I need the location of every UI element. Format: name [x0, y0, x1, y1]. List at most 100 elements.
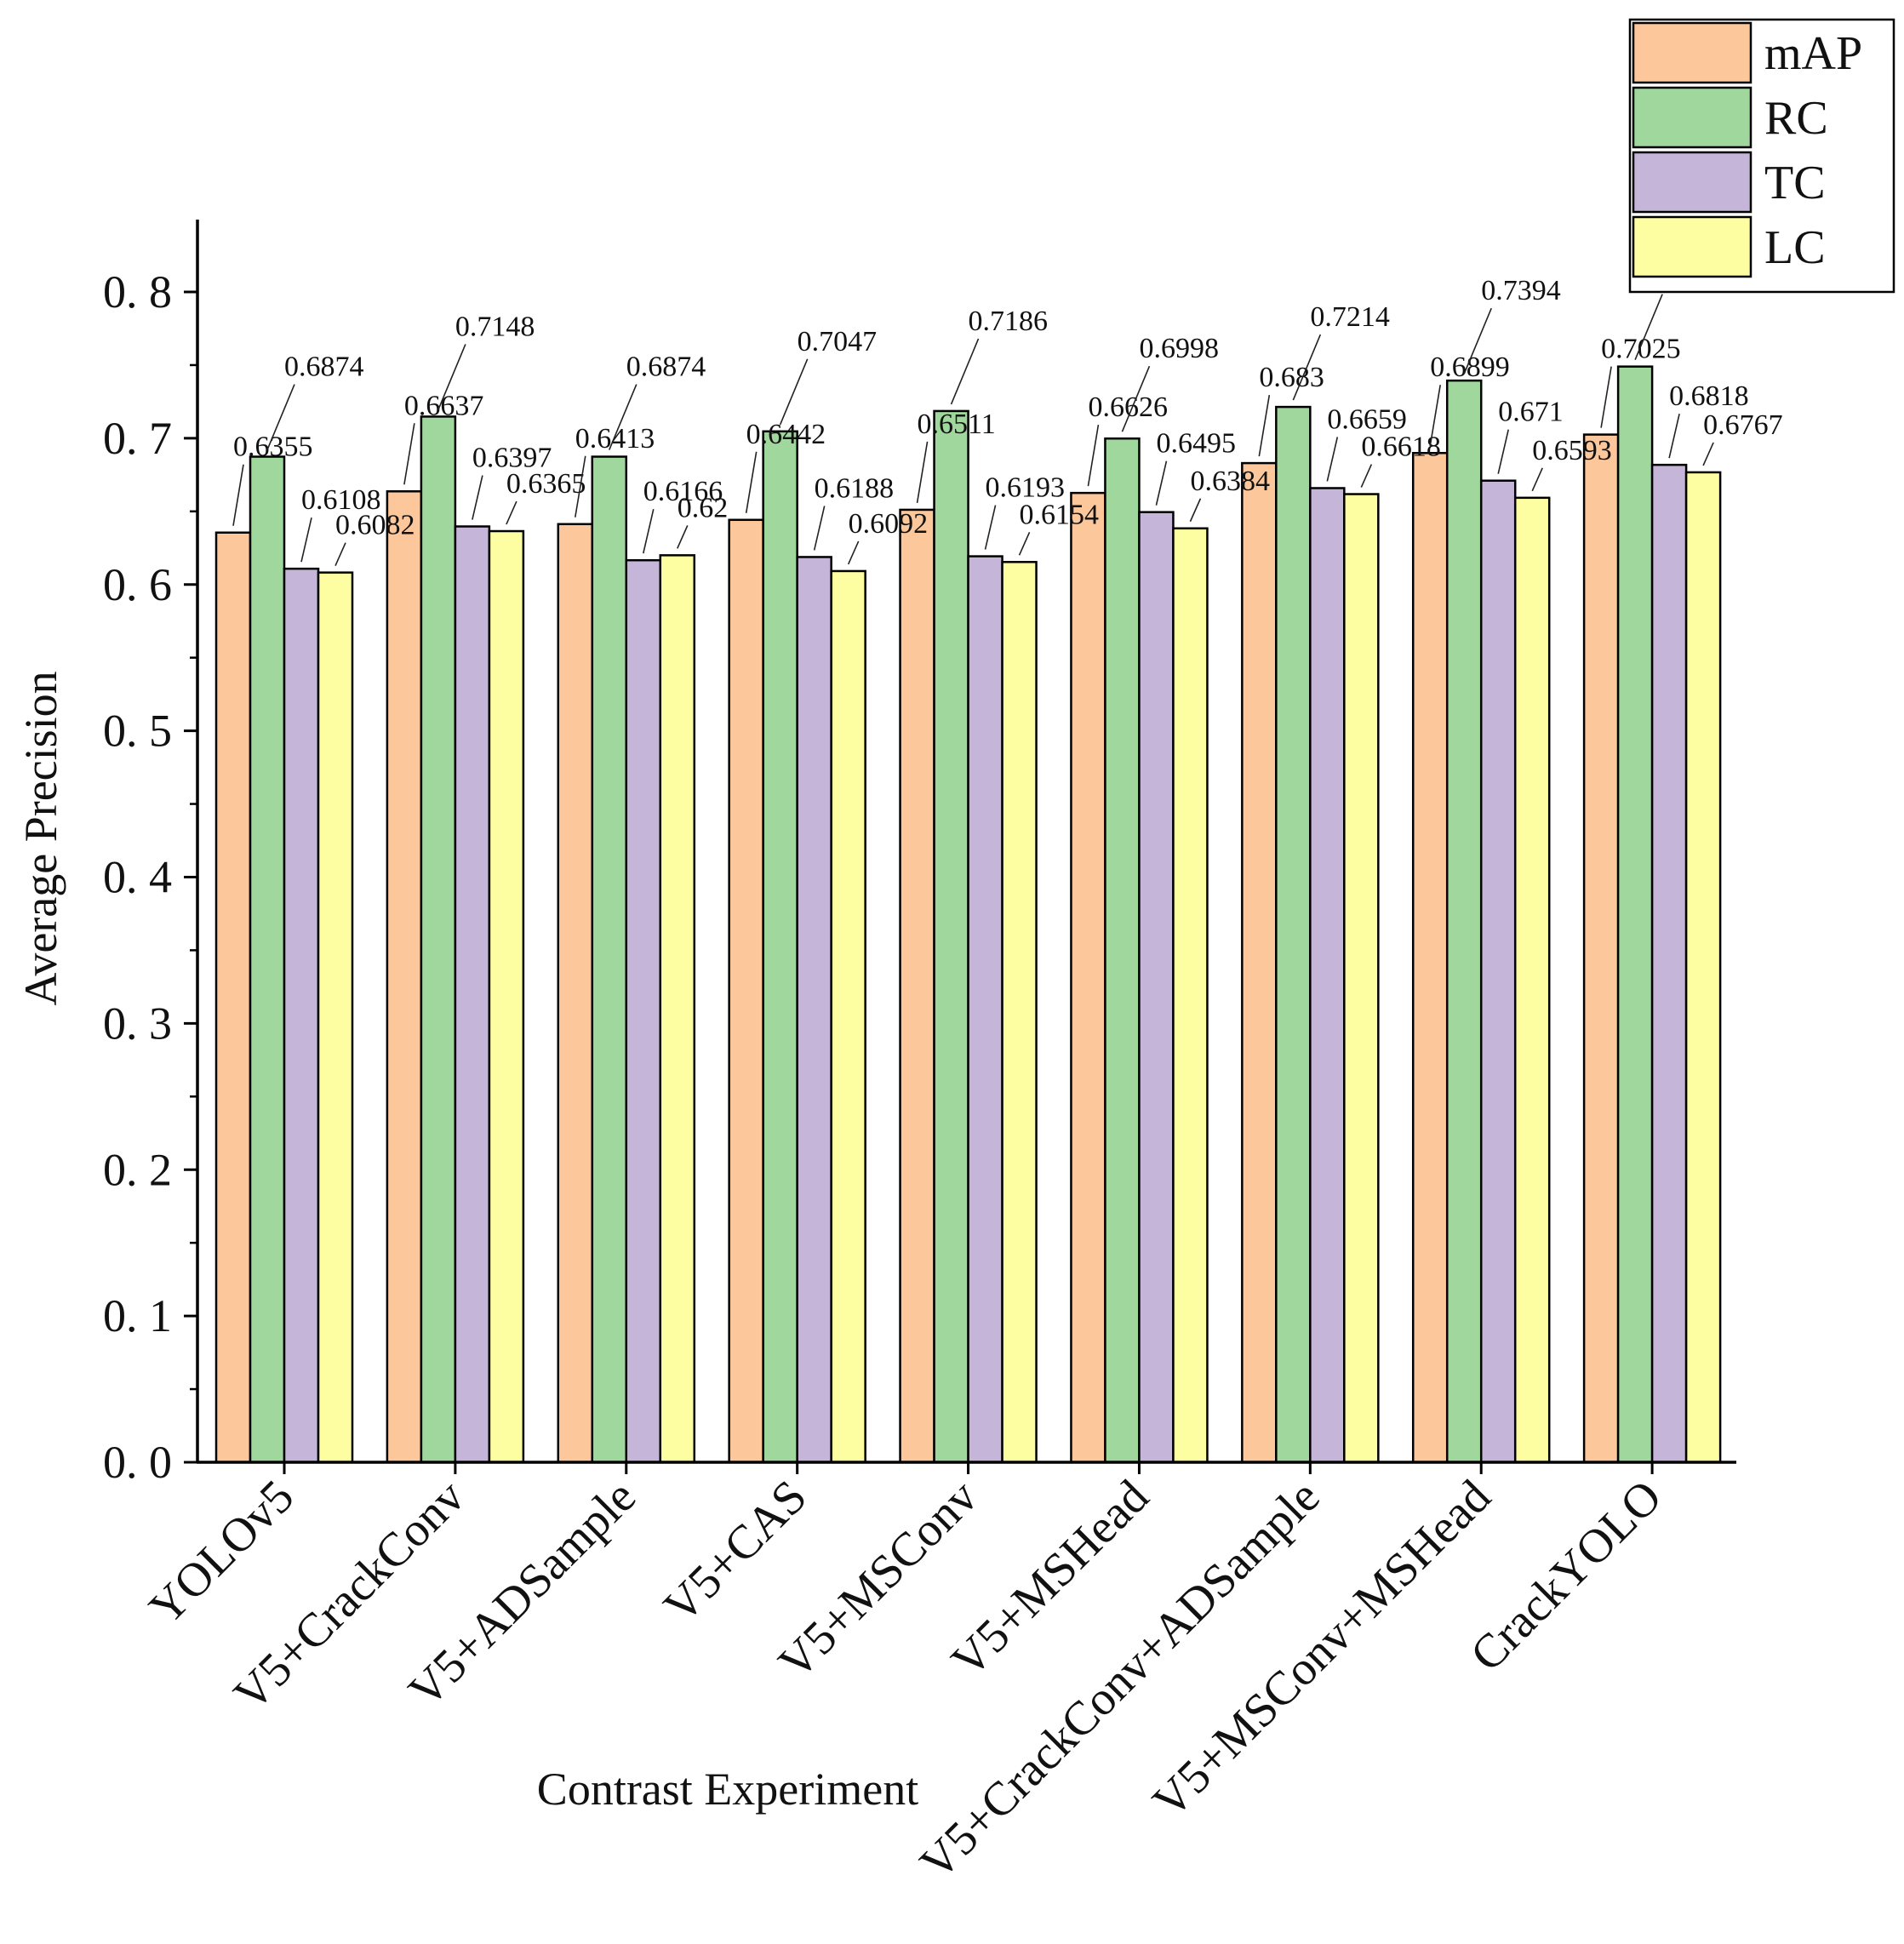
leader-line — [1292, 334, 1322, 401]
data-label-lc: 0.6593 — [1532, 435, 1612, 466]
leader-line — [266, 384, 295, 450]
bars-layer — [214, 365, 1722, 1464]
bar-tc-4 — [796, 556, 832, 1464]
leader-line — [1360, 464, 1373, 488]
data-label-tc: 0.6397 — [472, 443, 552, 474]
leader-line — [1189, 498, 1202, 523]
leader-line — [472, 475, 483, 520]
legend-swatch-tc — [1632, 151, 1752, 214]
data-label-rc: 0.6998 — [1139, 333, 1219, 364]
bar-map-3 — [557, 523, 594, 1464]
bar-rc-2 — [420, 415, 457, 1464]
data-label-map: 0.7025 — [1601, 334, 1681, 365]
data-label-rc: 0.7394 — [1481, 275, 1561, 306]
data-label-lc: 0.6092 — [849, 508, 929, 540]
bar-lc-9 — [1684, 471, 1722, 1464]
data-label-lc: 0.62 — [678, 492, 729, 523]
data-label-tc: 0.671 — [1498, 397, 1564, 428]
legend-label-map: mAP — [1764, 27, 1862, 80]
leader-line — [506, 500, 517, 525]
bar-rc-8 — [1445, 379, 1483, 1464]
data-label-map: 0.6899 — [1430, 352, 1510, 383]
bar-lc-4 — [830, 569, 866, 1464]
leader-line — [1326, 437, 1339, 482]
data-label-tc: 0.6495 — [1156, 428, 1236, 460]
data-label-lc: 0.6384 — [1190, 466, 1270, 497]
bar-map-4 — [728, 518, 764, 1464]
data-labels-layer: 0.63550.68740.61080.60820.66370.71480.63… — [232, 261, 1783, 566]
bar-tc-5 — [967, 555, 1003, 1464]
y-tick-label: 0. 0 — [103, 1437, 172, 1488]
leader-line — [1087, 425, 1100, 487]
data-label-lc: 0.6154 — [1020, 499, 1100, 530]
legend-label-tc: TC — [1764, 157, 1826, 209]
bar-lc-8 — [1513, 496, 1551, 1464]
y-tick-label: 0. 6 — [103, 559, 172, 610]
leader-line — [813, 506, 826, 551]
y-tick-label: 0. 5 — [103, 706, 172, 757]
leader-line — [677, 525, 689, 549]
leader-line — [779, 358, 809, 426]
axes-layer: 0. 0 0. 1 0. 2 0. 3 0. 4 0. 5 0. 6 0. 7 0. 8 — [103, 220, 1736, 1488]
leader-line — [916, 441, 929, 504]
bar-lc-3 — [659, 554, 696, 1464]
bar-map-1 — [214, 531, 252, 1464]
y-tick-label: 0. 3 — [103, 998, 172, 1049]
leader-line — [1463, 307, 1492, 375]
bar-tc-3 — [625, 558, 662, 1464]
data-label-tc: 0.6818 — [1669, 380, 1749, 412]
data-label-map: 0.6442 — [746, 419, 826, 450]
bar-lc-2 — [488, 529, 525, 1464]
legend-label-rc: RC — [1764, 92, 1828, 145]
leader-line — [403, 423, 415, 485]
bar-map-8 — [1411, 451, 1449, 1464]
data-label-rc: 0.7186 — [969, 306, 1049, 337]
leader-line — [574, 455, 586, 517]
leader-line — [300, 517, 312, 563]
data-label-lc: 0.6767 — [1703, 409, 1783, 441]
leader-line — [1429, 385, 1442, 447]
bar-tc-6 — [1138, 511, 1175, 1464]
leader-line — [1600, 366, 1612, 428]
leader-line — [1121, 365, 1151, 432]
bar-lc-7 — [1343, 493, 1380, 1464]
data-label-map: 0.6413 — [575, 423, 655, 455]
legend: mAP RC TC LC — [1628, 18, 1895, 294]
data-label-rc: 0.6874 — [626, 352, 706, 383]
data-label-lc: 0.6082 — [335, 510, 415, 541]
category-label: V5+MSConv+MSHead — [1143, 1470, 1501, 1828]
y-tick-label: 0. 8 — [103, 266, 172, 317]
leader-line — [642, 509, 655, 554]
leader-line — [1634, 294, 1663, 360]
y-tick-label: 0. 2 — [103, 1144, 172, 1195]
leader-line — [984, 505, 997, 550]
leader-line — [1155, 460, 1168, 506]
data-label-map: 0.683 — [1259, 362, 1324, 393]
bar-rc-9 — [1616, 365, 1654, 1464]
bar-rc-3 — [591, 455, 628, 1464]
bar-rc-4 — [762, 430, 798, 1464]
y-tick-label: 0. 1 — [103, 1290, 172, 1341]
data-label-rc: 0.7047 — [798, 326, 878, 357]
leader-line — [1497, 429, 1510, 474]
data-label-lc: 0.6365 — [506, 468, 586, 500]
bar-map-9 — [1582, 433, 1620, 1464]
legend-label-lc: LC — [1764, 221, 1826, 274]
legend-swatch-map — [1632, 21, 1752, 84]
legend-swatch-lc — [1632, 215, 1752, 278]
data-label-tc: 0.6193 — [986, 472, 1066, 504]
leader-line — [847, 540, 860, 565]
leader-line — [437, 344, 466, 410]
data-label-tc: 0.6659 — [1327, 403, 1407, 435]
bar-lc-6 — [1172, 527, 1209, 1464]
bar-rc-6 — [1104, 437, 1141, 1464]
x-axis-title: Contrast Experiment — [537, 1764, 918, 1815]
bar-lc-1 — [317, 571, 354, 1464]
y-tick-label: 0. 7 — [103, 413, 172, 464]
bar-rc-7 — [1275, 405, 1312, 1464]
leader-line — [1702, 442, 1714, 466]
bar-rc-5 — [933, 409, 969, 1464]
leader-line — [1018, 531, 1031, 556]
